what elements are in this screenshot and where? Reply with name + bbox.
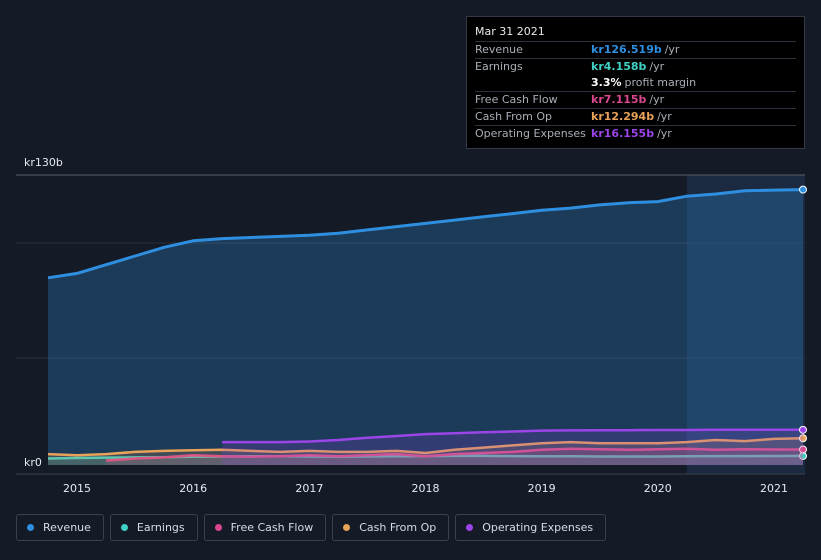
tooltip-row-label: Revenue [475, 43, 523, 56]
tooltip-row-value: kr7.115b [591, 93, 647, 106]
tooltip-row: Earnings kr4.158b/yr [475, 58, 796, 75]
tooltip-row-value: kr12.294b [591, 110, 655, 123]
tooltip-row-value: kr4.158b [591, 60, 647, 73]
data-tooltip: Mar 31 2021 Revenue kr126.519b/yr Earnings… [466, 16, 805, 149]
free-cash-flow-end-point [799, 445, 807, 454]
x-tick-label: 2015 [63, 482, 91, 495]
tooltip-row-label: Operating Expenses [475, 127, 586, 140]
legend-dot-icon [466, 524, 474, 531]
y-axis-top-label: kr130b [24, 156, 63, 169]
tooltip-date: Mar 31 2021 [475, 25, 545, 38]
legend-item-operating-expenses[interactable]: Operating Expenses [455, 514, 607, 541]
tooltip-row: Free Cash Flow kr7.115b/yr [475, 91, 796, 108]
tooltip-row-value: kr16.155b [591, 127, 655, 140]
x-tick-label: 2018 [412, 482, 440, 495]
x-tick-label: 2020 [644, 482, 672, 495]
tooltip-row-value: 3.3% [591, 76, 622, 89]
tooltip-row-label: Cash From Op [475, 110, 553, 123]
cash-from-op-area [48, 438, 803, 465]
legend-item-revenue[interactable]: Revenue [16, 514, 104, 541]
chart-legend: Revenue Earnings Free Cash Flow Cash From O… [16, 514, 612, 541]
tooltip-row-label: Earnings [475, 60, 523, 73]
tooltip-row-unit: /yr [657, 110, 672, 123]
x-tick-label: 2019 [528, 482, 556, 495]
tooltip-row-unit: profit margin [624, 76, 697, 89]
legend-dot-icon [343, 524, 351, 531]
tooltip-row-unit: /yr [649, 93, 665, 106]
legend-item-earnings[interactable]: Earnings [109, 514, 198, 541]
highlight-region [686, 175, 805, 474]
tooltip-row-unit: /yr [649, 60, 665, 73]
legend-label: Revenue [43, 521, 91, 534]
cash-from-op-end-point [799, 434, 807, 443]
revenue-line [47, 188, 804, 280]
legend-item-cash-from-op[interactable]: Cash From Op [332, 514, 450, 541]
free-cash-flow-area [106, 448, 804, 465]
tooltip-row-label [475, 75, 591, 91]
cash-from-op-line [47, 436, 804, 457]
chart-area: 2015 2016 2017 2018 2019 2020 2021 [16, 174, 807, 495]
revenue-end-point [799, 185, 807, 194]
tooltip-row: Operating Expenses kr16.155b/yr [475, 125, 796, 142]
free-cash-flow-line [106, 447, 803, 462]
operating-expenses-end-point [799, 425, 807, 434]
tooltip-row-label: Free Cash Flow [475, 93, 558, 106]
tooltip-row-unit: /yr [664, 43, 680, 56]
x-tick-label: 2016 [179, 482, 207, 495]
legend-label: Free Cash Flow [230, 521, 314, 534]
y-axis-bottom-label: kr0 [24, 456, 42, 469]
x-tick-label: 2021 [760, 482, 788, 495]
legend-dot-icon [27, 524, 34, 531]
tooltip-row: Cash From Op kr12.294b/yr [475, 108, 796, 125]
legend-label: Cash From Op [359, 521, 437, 534]
legend-item-free-cash-flow[interactable]: Free Cash Flow [203, 514, 327, 541]
tooltip-row-value: kr126.519b [591, 43, 662, 56]
tooltip-row-unit: /yr [657, 127, 672, 140]
legend-label: Operating Expenses [482, 521, 594, 534]
operating-expenses-line [222, 428, 803, 444]
tooltip-row: Revenue kr126.519b/yr [475, 41, 796, 58]
tooltip-row: 3.3% profit margin [475, 75, 796, 91]
revenue-area [48, 189, 803, 465]
legend-dot-icon [120, 524, 128, 531]
legend-dot-icon [214, 524, 222, 531]
legend-label: Earnings [136, 521, 185, 534]
x-tick-label: 2017 [295, 482, 323, 495]
earnings-area [48, 455, 803, 465]
